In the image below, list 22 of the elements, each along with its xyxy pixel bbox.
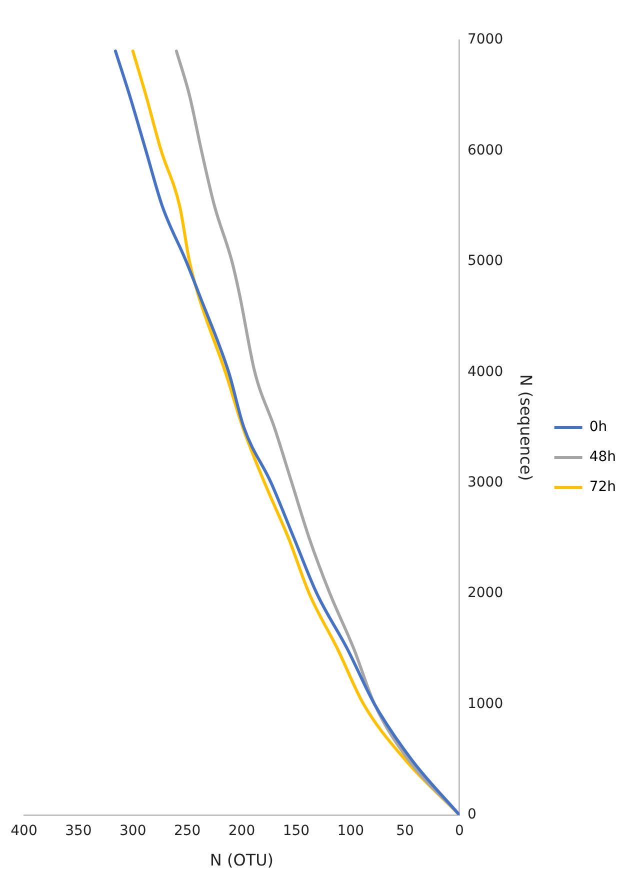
x-tick-label: 400 — [10, 823, 38, 840]
legend-label: 72h — [589, 479, 616, 496]
y-tick-label: 5000 — [467, 253, 504, 270]
y-tick-label: 3000 — [467, 474, 504, 490]
legend-label: 48h — [589, 449, 616, 466]
y-tick-label: 1000 — [467, 696, 504, 712]
y-tick-label: 6000 — [467, 142, 504, 158]
y-axis-title: N (sequence) — [516, 374, 536, 481]
y-tick-label: 0 — [467, 806, 476, 823]
legend-label: 0h — [589, 419, 608, 436]
x-tick-label: 300 — [120, 823, 146, 840]
x-tick-label: 150 — [282, 823, 310, 840]
x-tick-label: 50 — [396, 823, 414, 840]
y-tick-label: 4000 — [467, 364, 504, 380]
x-axis-title: N (OTU) — [210, 850, 274, 870]
x-tick-label: 100 — [337, 823, 364, 840]
y-tick-label: 2000 — [467, 585, 504, 602]
x-tick-label: 250 — [174, 823, 201, 840]
x-tick-label: 0 — [455, 823, 464, 840]
y-tick-label: 7000 — [467, 32, 504, 48]
x-tick-label: 200 — [228, 823, 256, 840]
x-tick-label: 350 — [65, 823, 92, 840]
